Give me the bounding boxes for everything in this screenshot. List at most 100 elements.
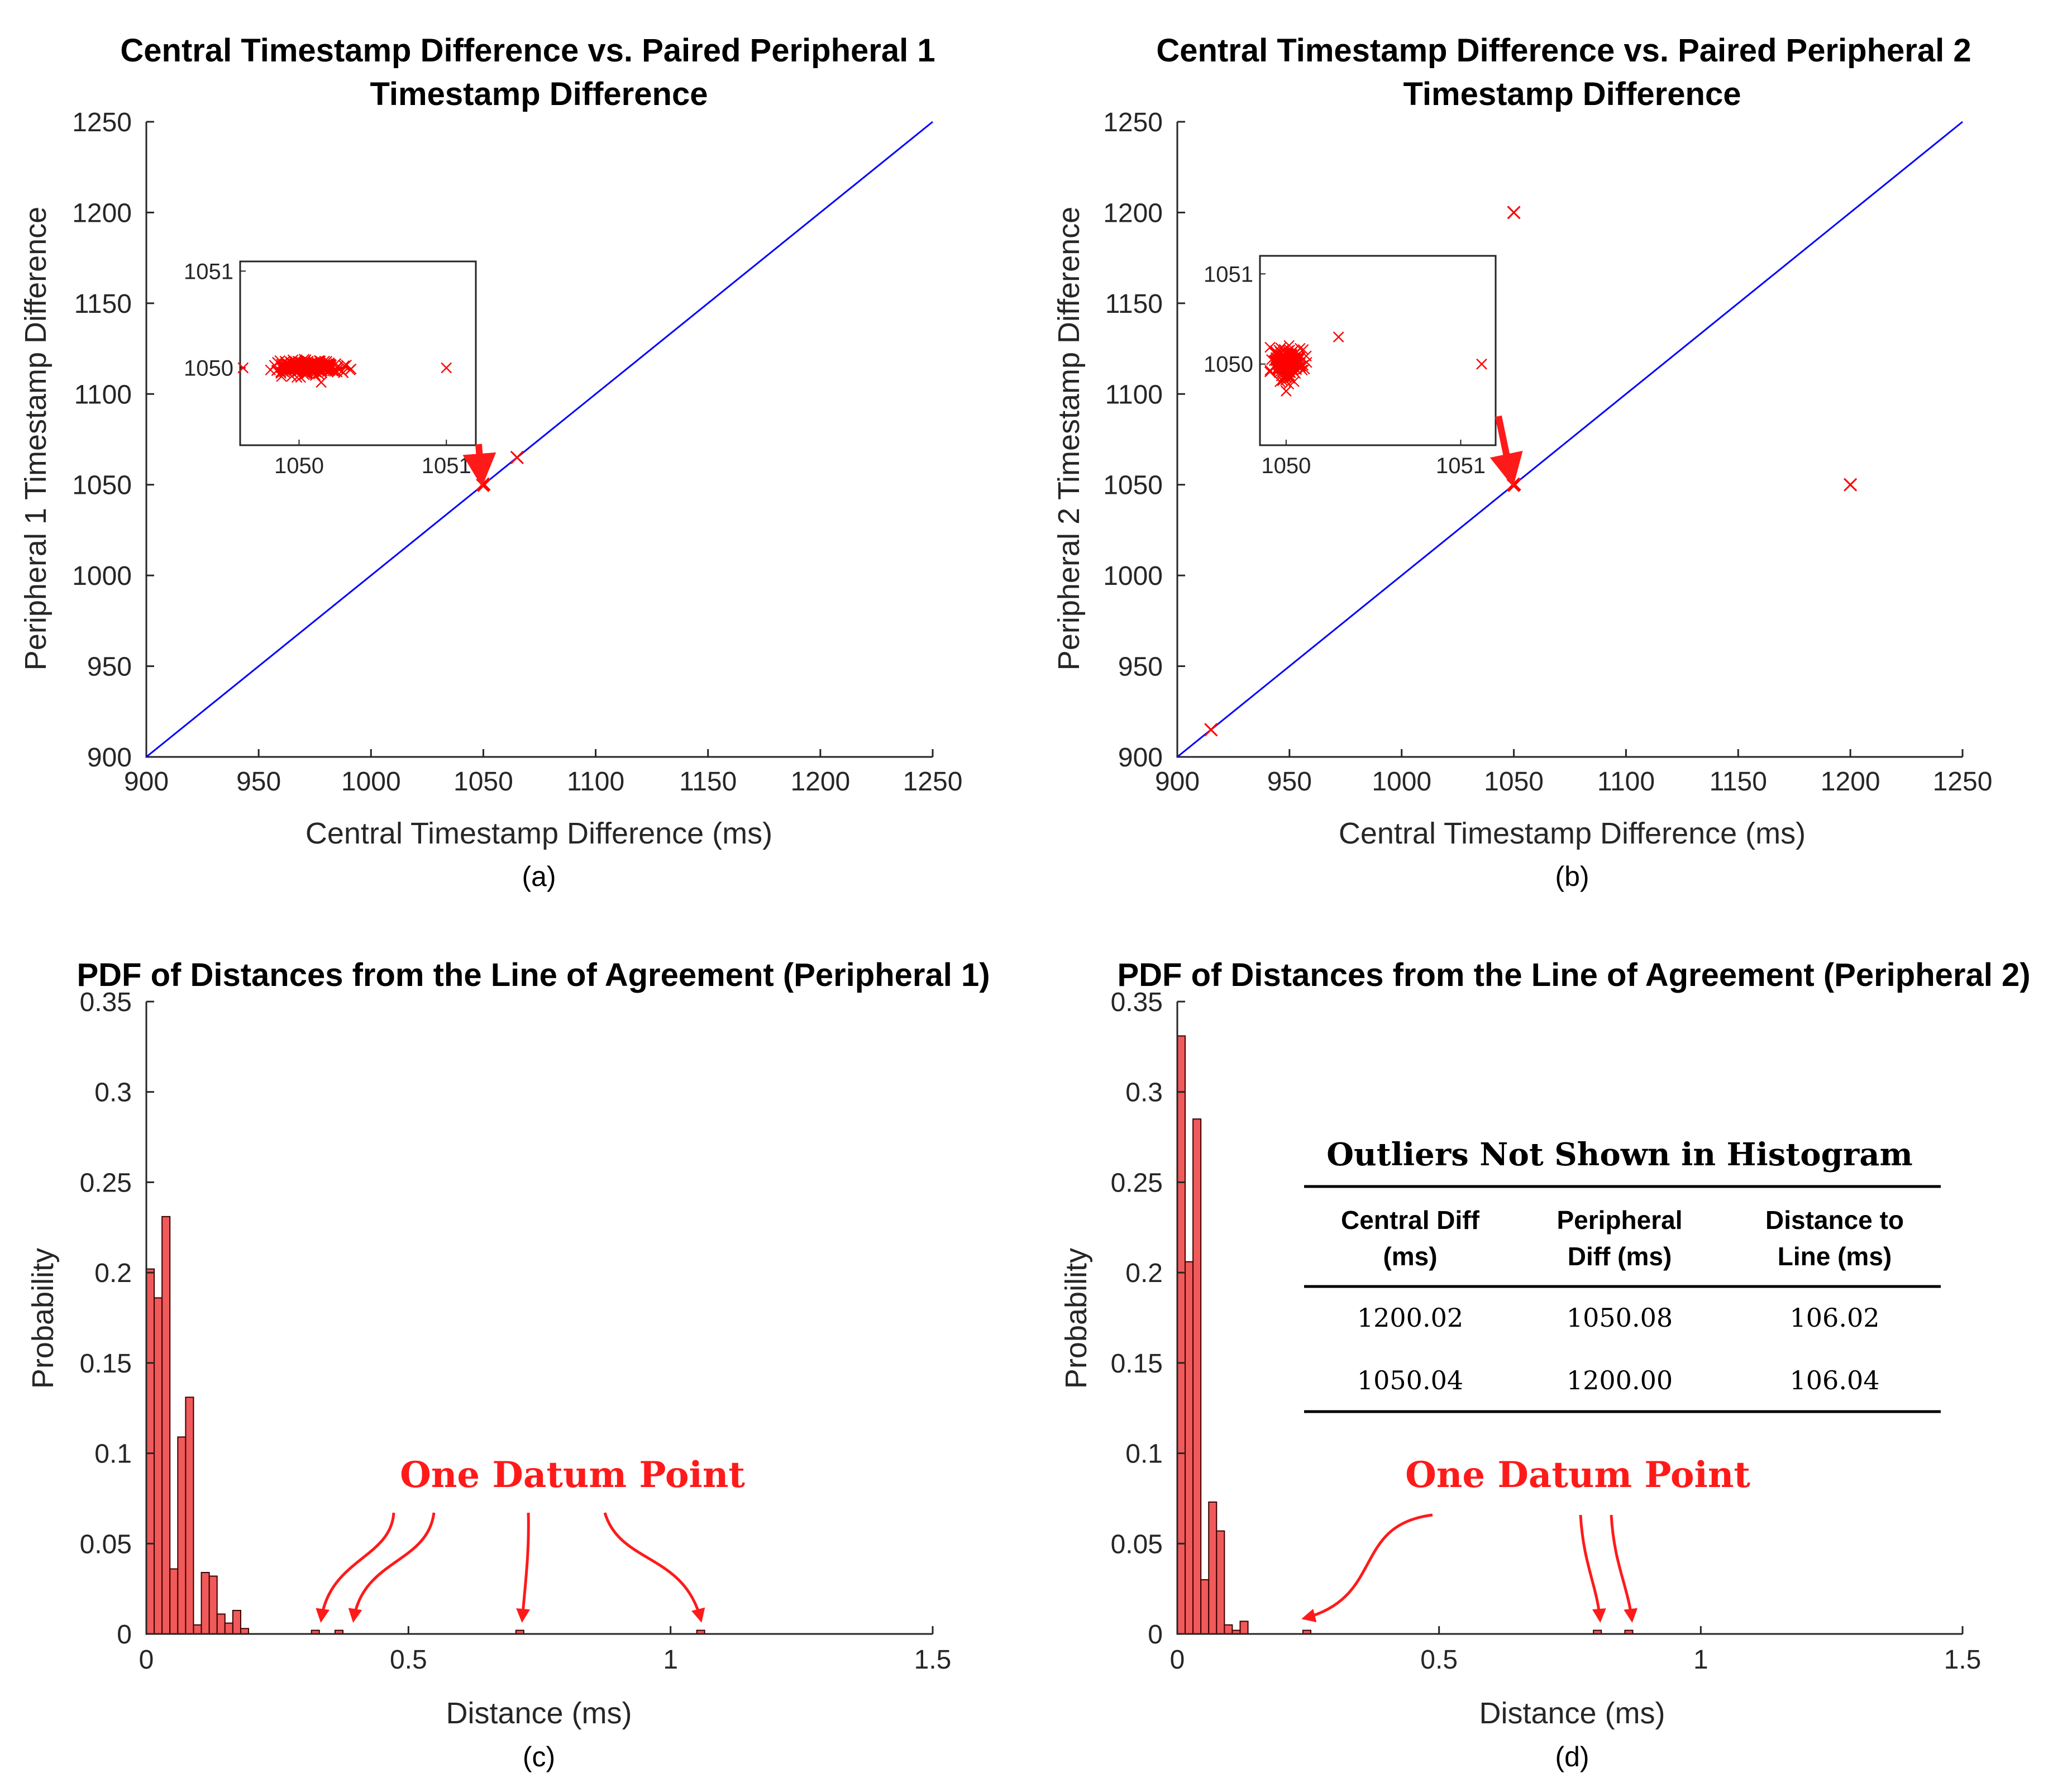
y-tick-label: 0.25 bbox=[1111, 1168, 1163, 1198]
panel-d-arrow-2 bbox=[1579, 1514, 1606, 1623]
panel-b-xlabel: Central Timestamp Difference (ms) bbox=[1339, 817, 1806, 850]
panel-c-arrow-4 bbox=[603, 1512, 705, 1623]
panel-d-xlabel: Distance (ms) bbox=[1479, 1697, 1665, 1730]
panel-c-arrow-3 bbox=[516, 1512, 531, 1623]
y-tick-label: 0 bbox=[117, 1620, 132, 1650]
panel-b-inset-arrow bbox=[1489, 415, 1523, 487]
inset-point bbox=[1288, 357, 1300, 368]
panel-d-annotation-arrows bbox=[1301, 1513, 1638, 1623]
y-tick-label: 950 bbox=[1118, 652, 1163, 682]
histogram-bar bbox=[1192, 1118, 1202, 1634]
inset-point bbox=[1281, 385, 1292, 397]
inset-point bbox=[1264, 365, 1276, 376]
inset-point bbox=[1276, 367, 1288, 379]
inset-point bbox=[299, 360, 310, 371]
y-tick-label: 0.35 bbox=[80, 988, 132, 1017]
inset-point bbox=[321, 363, 332, 375]
histogram-bar bbox=[1200, 1579, 1210, 1635]
histogram-bar bbox=[1224, 1624, 1233, 1635]
y-tick-label: 0.3 bbox=[1125, 1078, 1163, 1108]
panel-d-caption: (d) bbox=[1555, 1741, 1589, 1772]
histogram-bar bbox=[1216, 1530, 1225, 1635]
inset-y-tick-label: 1051 bbox=[184, 259, 233, 284]
inset-point bbox=[309, 363, 321, 375]
panel-c-annotation: One Datum Point bbox=[400, 1454, 745, 1496]
inset-point bbox=[280, 358, 292, 369]
panel-d-arrow-1 bbox=[1301, 1513, 1433, 1623]
inset-a: 1050 1051 1050 1051 bbox=[184, 259, 477, 478]
histogram-bar bbox=[1239, 1621, 1249, 1635]
table-cell: 106.04 bbox=[1790, 1365, 1880, 1395]
inset-point bbox=[285, 364, 297, 376]
inset-point bbox=[316, 377, 327, 388]
outliers-table: Outliers Not Shown in Histogram Central … bbox=[1304, 1136, 1941, 1413]
panel-b-title-line2: Timestamp Difference bbox=[1403, 76, 1741, 112]
table-cell: 1200.00 bbox=[1567, 1365, 1673, 1395]
x-tick-label: 0.5 bbox=[1420, 1645, 1458, 1675]
x-tick-label: 1050 bbox=[453, 767, 513, 797]
table-header-peripheral-1: Peripheral bbox=[1557, 1205, 1683, 1235]
x-tick-label: 1000 bbox=[341, 767, 401, 797]
y-tick-label: 1150 bbox=[1105, 289, 1163, 319]
y-tick-label: 0.15 bbox=[1111, 1349, 1163, 1379]
y-tick-label: 1000 bbox=[1103, 561, 1163, 591]
plot-b: 900 950 1000 1050 1100 1150 1200 1250 900 950 1000… bbox=[1103, 108, 1992, 797]
panel-d-title: PDF of Distances from the Line of Agreem… bbox=[1117, 957, 2030, 993]
axes-frame bbox=[145, 1002, 933, 1635]
inset-point bbox=[269, 360, 280, 371]
table-header-central-2: (ms) bbox=[1383, 1242, 1437, 1271]
y-tick-label: 0 bbox=[1148, 1620, 1163, 1650]
line-of-agreement bbox=[146, 121, 933, 758]
y-tick-label: 1100 bbox=[74, 380, 132, 409]
histogram-bar bbox=[200, 1572, 210, 1634]
panel-a-ylabel: Peripheral 1 Timestamp Difference bbox=[19, 207, 52, 670]
x-tick-label: 1.5 bbox=[1944, 1645, 1982, 1675]
table-cell: 1050.04 bbox=[1357, 1365, 1463, 1395]
panel-a-title-line1: Central Timestamp Difference vs. Paired … bbox=[120, 32, 935, 69]
table-cell: 1050.08 bbox=[1567, 1303, 1673, 1333]
panel-c-arrow-2 bbox=[348, 1512, 436, 1623]
panel-b-ylabel: Peripheral 2 Timestamp Difference bbox=[1052, 207, 1086, 670]
y-tick-label: 1200 bbox=[72, 198, 132, 228]
y-tick-label: 950 bbox=[87, 652, 132, 682]
histogram-bar bbox=[154, 1297, 163, 1634]
inset-point bbox=[1264, 366, 1276, 378]
y-tick-label: 0.15 bbox=[80, 1349, 132, 1379]
y-tick-label: 0.25 bbox=[80, 1168, 132, 1198]
y-tick-label: 900 bbox=[87, 743, 132, 773]
y-tick-label: 900 bbox=[1118, 743, 1163, 773]
x-tick-label: 1150 bbox=[1710, 767, 1767, 797]
histogram-bar bbox=[216, 1613, 226, 1634]
inset-point bbox=[303, 359, 314, 370]
x-tick-label: 1.5 bbox=[914, 1645, 952, 1675]
x-tick-label: 1050 bbox=[1484, 767, 1544, 797]
inset-y-tick-label: 1050 bbox=[1204, 352, 1253, 377]
panel-b-caption: (b) bbox=[1555, 861, 1589, 892]
x-tick-label: 950 bbox=[1267, 767, 1312, 797]
x-tick-label: 1100 bbox=[1597, 767, 1655, 797]
inset-point bbox=[321, 362, 332, 373]
y-tick-label: 1000 bbox=[72, 561, 132, 591]
histogram-bar bbox=[224, 1622, 233, 1634]
data-point bbox=[1204, 723, 1218, 737]
inset-point bbox=[1476, 358, 1487, 370]
inset-point bbox=[441, 362, 452, 374]
x-tick-label: 1200 bbox=[1821, 767, 1880, 797]
histogram-bar bbox=[146, 1268, 155, 1635]
y-tick-label: 1250 bbox=[72, 108, 132, 137]
inset-point bbox=[279, 366, 290, 378]
y-tick-label: 1100 bbox=[1105, 380, 1163, 409]
x-tick-label: 0.5 bbox=[390, 1645, 427, 1675]
x-tick-label: 1 bbox=[663, 1645, 678, 1675]
inset-point bbox=[1333, 331, 1344, 343]
panel-c-arrow-1 bbox=[316, 1512, 395, 1623]
histogram-bar bbox=[169, 1568, 179, 1634]
panel-a-inset-arrow bbox=[462, 444, 496, 487]
y-tick-label: 0.35 bbox=[1111, 988, 1163, 1017]
y-tick-label: 0.2 bbox=[94, 1259, 132, 1288]
table-header-central-1: Central Diff bbox=[1341, 1205, 1480, 1235]
panel-a-xlabel: Central Timestamp Difference (ms) bbox=[305, 817, 772, 850]
inset-frame bbox=[1259, 255, 1497, 446]
line-of-agreement bbox=[1177, 121, 1963, 758]
histogram-bar bbox=[193, 1624, 202, 1635]
